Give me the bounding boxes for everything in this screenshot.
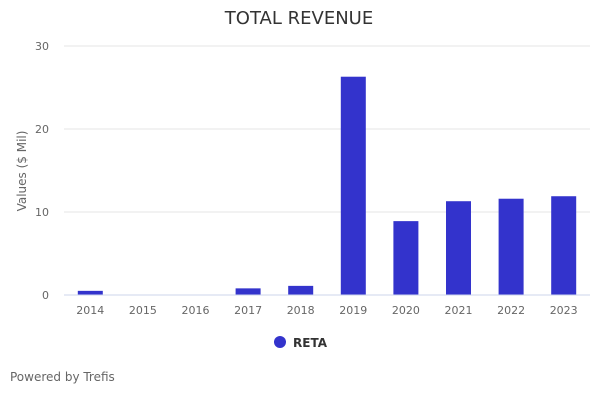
bar-2020[interactable] [393,221,419,295]
x-tick-label: 2018 [287,304,315,317]
y-tick-label: 0 [42,289,49,302]
y-tick-label: 10 [35,206,49,219]
x-tick-label: 2017 [234,304,262,317]
bar-2021[interactable] [446,201,471,295]
x-tick-label: 2016 [182,304,210,317]
x-tick-label: 2015 [129,304,157,317]
credits-link[interactable]: Powered by Trefis [10,370,115,384]
bar-2022[interactable] [498,198,524,295]
bar-2018[interactable] [288,285,314,295]
bar-2019[interactable] [340,76,366,296]
x-tick-label: 2023 [550,304,578,317]
chart-title: TOTAL REVENUE [224,8,373,29]
legend-marker[interactable] [274,336,286,348]
y-tick-labels: 0 10 20 30 [35,40,49,302]
bar-2014[interactable] [77,290,103,295]
bars [77,76,577,296]
x-tick-label: 2021 [445,304,473,317]
bar-2023[interactable] [551,196,577,295]
x-tick-labels: 2014 2015 2016 2017 2018 2019 2020 2021 2022 2023 [76,304,577,317]
y-tick-label: 20 [35,123,49,136]
y-axis-label: Values ($ Mil) [15,131,29,212]
grid-lines [64,45,590,213]
x-tick-label: 2022 [497,304,525,317]
legend-label[interactable]: RETA [293,336,328,350]
legend[interactable]: RETA [274,336,328,350]
y-tick-label: 30 [35,40,49,53]
x-tick-label: 2020 [392,304,420,317]
x-tick-label: 2019 [339,304,367,317]
x-tick-label: 2014 [76,304,104,317]
bar-2017[interactable] [235,288,261,295]
